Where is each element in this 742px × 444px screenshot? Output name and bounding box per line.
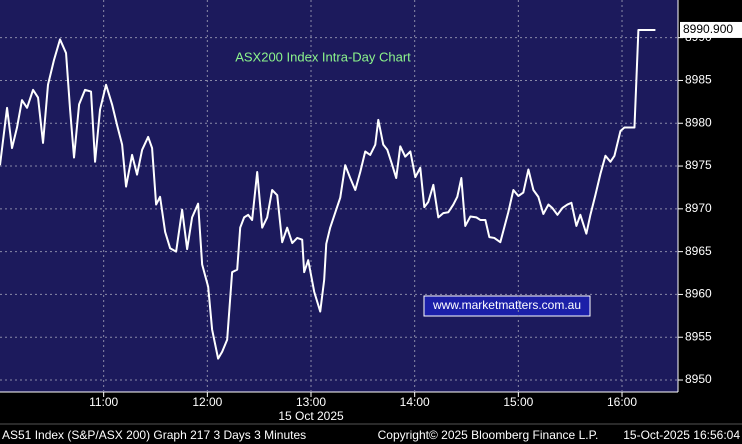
chart-title: ASX200 Index Intra-Day Chart xyxy=(235,49,411,64)
y-tick-label: 8960 xyxy=(685,287,712,301)
y-tick-label: 8985 xyxy=(685,73,712,87)
plot-area xyxy=(0,0,678,392)
footer-center: Copyright© 2025 Bloomberg Finance L.P. xyxy=(378,428,599,442)
footer-right: 15-Oct-2025 16:56:04 xyxy=(623,428,740,442)
date-label: 15 Oct 2025 xyxy=(278,409,344,423)
price-label-box xyxy=(680,21,742,38)
x-tick-label: 13:00 xyxy=(296,395,326,409)
x-tick-label: 16:00 xyxy=(607,395,637,409)
y-tick-label: 8955 xyxy=(685,329,712,343)
watermark: www.marketmatters.com.au xyxy=(432,298,581,312)
watermark-box xyxy=(423,295,591,317)
price-label: 8990.900 xyxy=(683,22,733,36)
y-tick-label: 8980 xyxy=(685,115,712,129)
x-tick-label: 15:00 xyxy=(503,395,533,409)
x-tick-label: 14:00 xyxy=(400,395,430,409)
y-tick-label: 8970 xyxy=(685,201,712,215)
y-tick-label: 8950 xyxy=(685,372,712,386)
y-tick-label: 8965 xyxy=(685,244,712,258)
y-tick-label: 8975 xyxy=(685,158,712,172)
x-tick-label: 12:00 xyxy=(192,395,222,409)
price-line xyxy=(0,28,656,360)
footer-left: AS51 Index (S&P/ASX 200) Graph 217 3 Day… xyxy=(2,428,306,442)
x-tick-label: 11:00 xyxy=(89,395,118,409)
